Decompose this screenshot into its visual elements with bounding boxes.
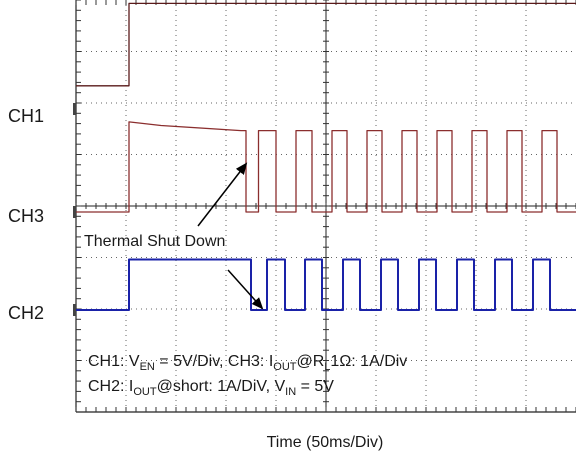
settings-2-sub-2: IN <box>285 386 296 398</box>
ground-marker-ch1 <box>73 103 76 115</box>
ch3-label: CH3 <box>8 206 44 226</box>
annotation-arrows <box>197 162 264 310</box>
settings-2-part-2: @short: 1A/DiV, V <box>157 378 286 395</box>
ch1-label: CH1 <box>8 106 44 126</box>
settings-1-part-1: CH1: V <box>88 353 140 370</box>
settings-1-sub-3: L <box>324 361 330 373</box>
settings-1-part-4: 1Ω: 1A/Div <box>330 353 407 370</box>
settings-2-sub-1: OUT <box>133 386 157 398</box>
settings-2-part-3: = 5V <box>296 378 334 395</box>
settings-line-2: CH2: IOUT@short: 1A/DiV, VIN = 5V <box>88 378 334 398</box>
ground-marker-ch2 <box>73 304 76 316</box>
settings-2-part-1: CH2: I <box>88 378 133 395</box>
ground-marker-ch3 <box>73 206 76 218</box>
arrow-to-ch3 <box>197 162 248 227</box>
traces <box>76 2 576 311</box>
trace-ch1 <box>76 2 576 87</box>
ch2-label: CH2 <box>8 303 44 323</box>
settings-1-part-3: @R <box>297 353 325 370</box>
x-axis-label: Time (50ms/Div) <box>267 434 384 451</box>
settings-1-sub-1: EN <box>140 361 155 373</box>
arrow-to-ch2 <box>227 269 264 310</box>
trace-ch3 <box>76 121 576 213</box>
settings-line-1: CH1: VEN = 5V/Div, CH3: IOUT@RL1Ω: 1A/Di… <box>88 353 407 373</box>
thermal-shutdown-annotation: Thermal Shut Down <box>84 233 225 250</box>
settings-1-part-2: = 5V/Div, CH3: I <box>155 353 273 370</box>
settings-1-sub-2: OUT <box>273 361 297 373</box>
trace-ch2 <box>76 258 576 311</box>
grid <box>73 0 576 413</box>
